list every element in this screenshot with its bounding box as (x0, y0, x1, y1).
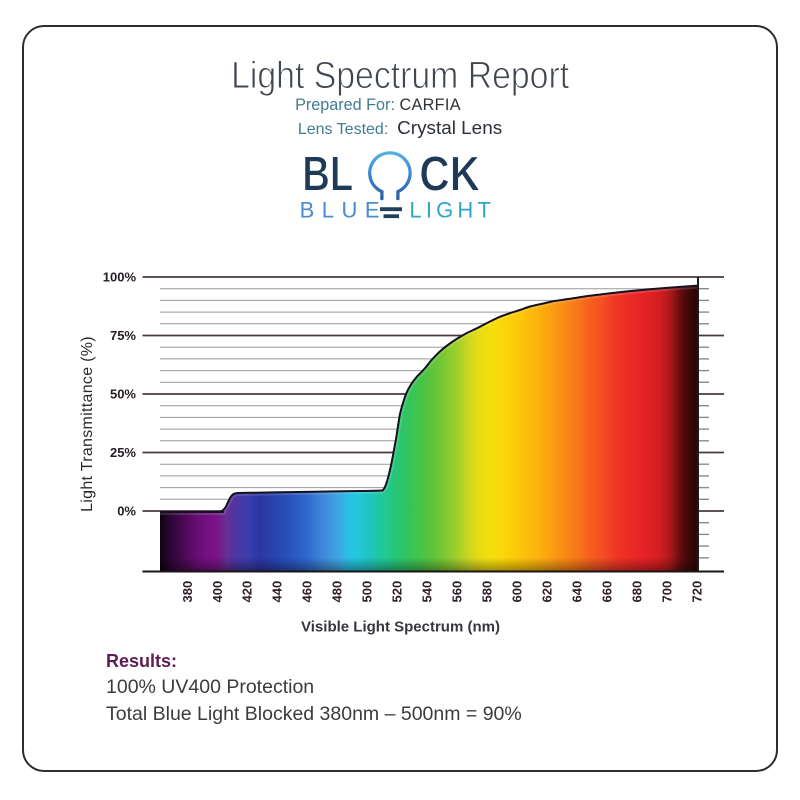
svg-text:480: 480 (330, 581, 345, 603)
svg-text:50%: 50% (110, 387, 136, 402)
svg-text:560: 560 (450, 581, 465, 603)
svg-text:420: 420 (240, 581, 255, 603)
svg-text:540: 540 (420, 581, 435, 603)
svg-text:680: 680 (629, 581, 644, 603)
svg-text:720: 720 (689, 581, 704, 603)
svg-text:460: 460 (300, 581, 315, 603)
svg-text:620: 620 (539, 581, 554, 603)
svg-text:440: 440 (270, 581, 285, 603)
svg-text:LIGHT: LIGHT (409, 197, 491, 222)
svg-text:100%: 100% (103, 270, 137, 285)
svg-text:600: 600 (510, 581, 525, 603)
svg-text:0%: 0% (117, 504, 136, 519)
svg-text:660: 660 (599, 581, 614, 603)
svg-text:Light Transmittance (%): Light Transmittance (%) (79, 336, 96, 512)
svg-text:580: 580 (480, 581, 495, 603)
svg-text:CK: CK (419, 148, 480, 202)
svg-text:380: 380 (180, 581, 195, 603)
svg-text:640: 640 (569, 581, 584, 603)
svg-text:75%: 75% (110, 328, 136, 343)
svg-text:520: 520 (390, 581, 405, 603)
svg-text:700: 700 (659, 581, 674, 603)
svg-text:BL: BL (302, 148, 353, 202)
svg-text:Visible Light Spectrum (nm): Visible Light Spectrum (nm) (301, 619, 500, 636)
svg-text:500: 500 (360, 581, 375, 603)
svg-text:400: 400 (210, 581, 225, 603)
svg-text:25%: 25% (110, 445, 136, 460)
